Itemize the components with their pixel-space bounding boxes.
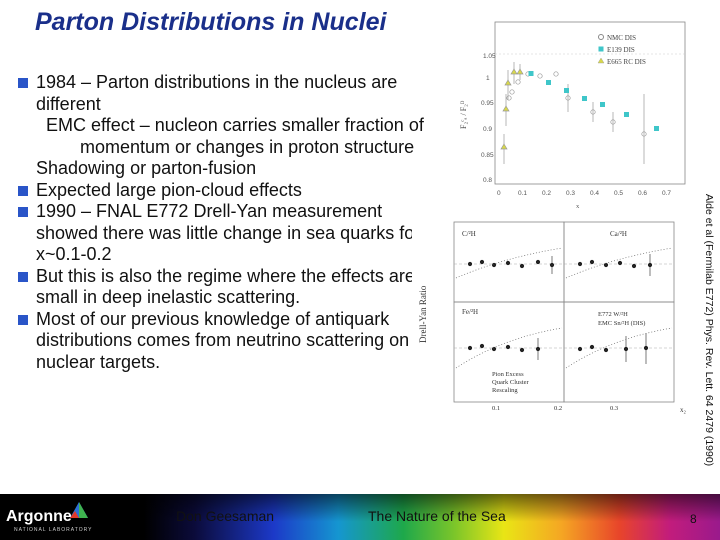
bullet-1: 1984 – Parton distributions in the nucle… <box>18 72 448 115</box>
x-tick-label: 0.3 <box>566 190 575 197</box>
bullet-list: 1984 – Parton distributions in the nucle… <box>18 72 448 373</box>
x-tick-label: 0.2 <box>542 190 551 197</box>
x-tick-label: 0 <box>497 190 501 197</box>
x-tick-label: 0.1 <box>518 190 527 197</box>
bullet-text: 1984 – Parton distributions in the nucle… <box>36 72 398 114</box>
argonne-logo: Argonne <box>6 508 72 525</box>
footer-bar: Argonne NATIONAL LABORATORY Don Geesaman… <box>0 494 720 540</box>
legend-label: E665 RC DIS <box>607 58 646 66</box>
y-axis-label: Drell-Yan Ratio <box>418 285 428 343</box>
emc-ratio-plot: 1.05 1 0.95 0.9 0.85 0.8 F₂ᶜₐ / F₂ᴰ 0 0.… <box>448 14 698 210</box>
x-tick-label: 0.7 <box>662 190 671 197</box>
y-tick-label: 1 <box>486 75 490 82</box>
y-tick-label: 0.95 <box>481 100 494 107</box>
legend-label: NMC DIS <box>607 34 636 42</box>
talk-title: The Nature of the Sea <box>368 508 506 524</box>
legend-triangle-icon <box>597 57 605 64</box>
bullet-2: Expected large pion-cloud effects <box>18 180 448 202</box>
slide-title: Parton Distributions in Nuclei <box>35 8 387 36</box>
bullet-square-icon <box>18 207 28 217</box>
presenter-name: Don Geesaman <box>176 508 275 524</box>
citation-text: Alde et al (Fermilab E772) Phys. Rev. Le… <box>703 193 715 467</box>
sub-bullet-text: EMC effect – nucleon carries smaller fra… <box>46 115 424 157</box>
argonne-logo-subtitle: NATIONAL LABORATORY <box>14 527 93 533</box>
bullet-square-icon <box>18 271 28 282</box>
citation: Alde et al (Fermilab E772) Phys. Rev. Le… <box>700 193 718 467</box>
bullet-4: But this is also the regime where the ef… <box>18 266 448 309</box>
x-tick-label: 0.2 <box>554 405 562 412</box>
y-tick-label: 1.05 <box>483 53 496 60</box>
bullet-square-icon <box>18 78 28 88</box>
argonne-logo-mark-icon <box>70 502 88 518</box>
panel-label: Ca/²H <box>610 230 627 238</box>
bullet-square-icon <box>18 185 28 196</box>
bullet-text: Expected large pion-cloud effects <box>36 179 302 200</box>
x-tick-label: 0.4 <box>590 190 599 197</box>
legend-label: Rescaling <box>492 387 518 394</box>
y-tick-label: 0.9 <box>483 126 492 133</box>
x-tick-label: 0.3 <box>610 405 618 412</box>
x-tick-label: 0.5 <box>614 190 623 197</box>
y-tick-label: 0.85 <box>481 152 494 159</box>
x-tick-label: 0.1 <box>492 405 500 412</box>
bullet-square-icon <box>18 314 28 325</box>
bullet-3: 1990 – FNAL E772 Drell-Yan measurement s… <box>18 201 448 266</box>
legend-label: Pion Excess <box>492 371 524 378</box>
panel-label: Fe/²H <box>462 308 478 316</box>
bullet-text: Most of our previous knowledge of antiqu… <box>36 308 410 372</box>
panel-w <box>563 301 675 403</box>
legend-label: E139 DIS <box>607 46 635 54</box>
sub-bullet-1: EMC effect – nucleon carries smaller fra… <box>18 115 448 158</box>
legend-square-icon <box>598 46 604 52</box>
sub-bullet-2: Shadowing or parton-fusion <box>18 158 448 180</box>
sub-bullet-text: Shadowing or parton-fusion <box>36 158 257 178</box>
x-axis-label: x₂ <box>680 406 687 414</box>
bullet-text: 1990 – FNAL E772 Drell-Yan measurement s… <box>36 201 421 264</box>
rainbow-gradient <box>0 494 720 540</box>
x-axis-label: x <box>576 203 580 210</box>
bullet-text: But this is also the regime where the ef… <box>36 265 415 308</box>
y-axis-label: F₂ᶜₐ / F₂ᴰ <box>459 100 468 129</box>
legend-label: E772 W/²H <box>598 311 628 318</box>
legend-circle-icon <box>598 34 604 40</box>
drell-yan-ratio-plot: C/²H Ca/²H Fe/²H Drell-Yan Ratio E772 W/… <box>412 218 692 414</box>
legend-label: EMC Sn/²H (DIS) <box>598 320 645 327</box>
page-number: 8 <box>690 512 697 526</box>
y-tick-label: 0.8 <box>483 177 492 184</box>
x-tick-label: 0.6 <box>638 190 647 197</box>
panel-label: C/²H <box>462 230 476 238</box>
bullet-5: Most of our previous knowledge of antiqu… <box>18 309 448 374</box>
legend-label: Quark Cluster <box>492 379 529 386</box>
